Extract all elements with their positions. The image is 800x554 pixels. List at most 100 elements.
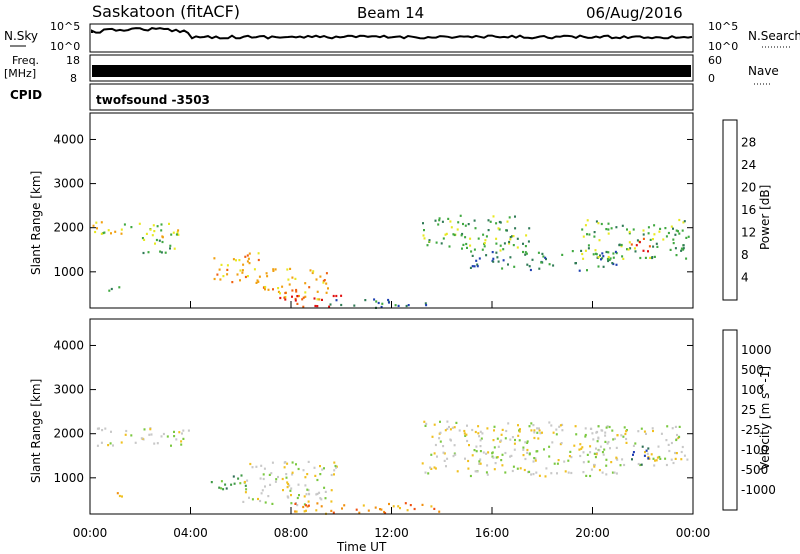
colorbar-tick-label: 1000	[741, 343, 772, 357]
echo-cell	[104, 427, 107, 430]
echo-cell	[524, 253, 527, 256]
echo-cell	[582, 257, 585, 260]
echo-cell	[598, 449, 601, 452]
echo-cell	[632, 228, 635, 231]
echo-cell	[602, 265, 605, 268]
echo-cell	[511, 235, 513, 238]
echo-cell	[670, 458, 673, 461]
echo-cell	[236, 273, 239, 276]
echo-cell	[491, 251, 494, 254]
echo-cell	[540, 261, 543, 264]
echo-cell	[510, 454, 513, 457]
echo-cell	[590, 427, 593, 430]
echo-cell	[168, 222, 170, 225]
echo-cell	[616, 434, 619, 437]
echo-cell	[512, 244, 515, 247]
date-title: 06/Aug/2016	[586, 4, 683, 22]
echo-cell	[294, 502, 297, 505]
echo-cell	[130, 226, 133, 229]
echo-cell	[325, 282, 328, 285]
echo-cell	[232, 475, 235, 478]
echo-cell	[222, 275, 225, 278]
echo-cell	[522, 446, 525, 449]
echo-cell	[226, 273, 229, 276]
echo-cell	[538, 267, 541, 270]
echo-cell	[141, 237, 144, 240]
echo-cell	[473, 449, 476, 452]
echo-cell	[606, 442, 609, 445]
echo-cell	[636, 239, 639, 242]
power-ylabel: Slant Range [km]	[29, 171, 43, 275]
echo-cell	[332, 294, 335, 298]
echo-cell	[307, 500, 310, 503]
echo-cell	[652, 429, 654, 433]
echo-cell	[291, 295, 293, 298]
echo-cell	[492, 257, 495, 260]
freq-tick-high: 18	[66, 54, 80, 67]
echo-cell	[160, 223, 163, 226]
power-echoes	[92, 214, 690, 309]
echo-cell	[479, 458, 482, 461]
echo-cell	[384, 512, 387, 515]
echo-cell	[591, 432, 594, 435]
echo-cell	[535, 471, 538, 474]
echo-cell	[514, 438, 516, 442]
echo-cell	[160, 435, 163, 438]
echo-cell	[522, 454, 525, 457]
velocity-colorbar-label: Velocity [m s^-1]	[758, 366, 772, 470]
echo-cell	[489, 220, 492, 223]
echo-cell	[607, 440, 610, 444]
echo-cell	[582, 451, 585, 454]
echo-cell	[255, 465, 258, 468]
echo-cell	[652, 238, 654, 241]
site-title: Saskatoon (fitACF)	[92, 2, 241, 21]
echo-cell	[287, 278, 290, 281]
echo-cell	[286, 462, 289, 465]
echo-cell	[462, 243, 465, 246]
echo-cell	[593, 463, 596, 467]
nsky-panel: N.Sky 10^5 10^0 10^5 10^0 N.Search	[4, 20, 800, 53]
echo-cell	[319, 275, 322, 278]
echo-cell	[328, 305, 331, 308]
echo-cell	[421, 503, 424, 506]
echo-cell	[587, 460, 590, 463]
echo-cell	[483, 245, 486, 248]
echo-cell	[182, 437, 185, 440]
echo-cell	[423, 420, 426, 423]
echo-cell	[224, 483, 227, 486]
echo-cell	[159, 250, 162, 253]
echo-cell	[274, 268, 277, 271]
echo-cell	[479, 439, 482, 442]
echo-cell	[524, 441, 527, 444]
echo-cell	[516, 467, 519, 470]
echo-cell	[238, 259, 241, 262]
echo-cell	[680, 458, 683, 461]
echo-cell	[333, 469, 336, 472]
echo-cell	[637, 462, 640, 466]
echo-cell	[296, 302, 299, 305]
echo-cell	[537, 251, 540, 254]
echo-cell	[524, 457, 527, 461]
echo-cell	[567, 471, 570, 474]
echo-cell	[279, 296, 282, 300]
echo-cell	[484, 239, 487, 242]
nsky-trace	[91, 27, 693, 40]
echo-cell	[271, 502, 274, 505]
echo-cell	[447, 217, 450, 220]
echo-cell	[552, 431, 555, 434]
echo-cell	[588, 233, 591, 236]
echo-cell	[220, 487, 223, 490]
echo-cell	[507, 263, 509, 266]
echo-cell	[607, 251, 610, 254]
echo-cell	[647, 250, 649, 253]
echo-cell	[615, 472, 618, 475]
echo-cell	[643, 454, 646, 457]
echo-cell	[268, 473, 271, 476]
echo-cell	[383, 510, 386, 514]
echo-cell	[518, 439, 521, 442]
echo-cell	[407, 304, 410, 307]
echo-cell	[213, 277, 216, 281]
echo-cell	[595, 431, 598, 434]
echo-cell	[511, 436, 514, 439]
echo-cell	[528, 227, 531, 230]
